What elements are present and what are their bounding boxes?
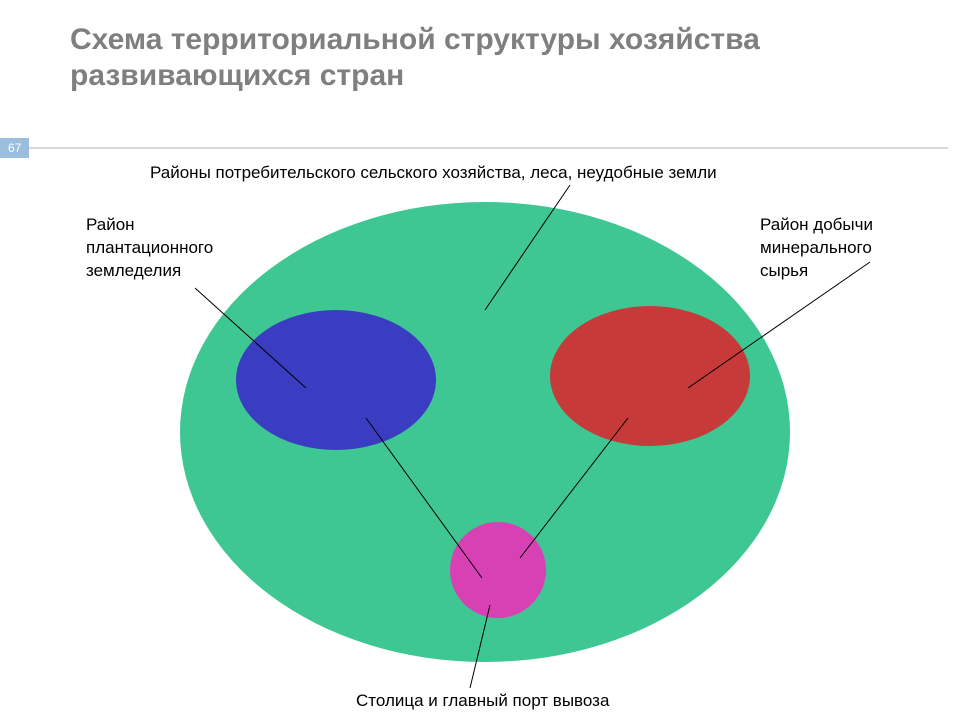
mining-region-ellipse (550, 306, 750, 446)
label-top: Районы потребительского сельского хозяйс… (150, 162, 870, 185)
capital-port-circle (450, 522, 546, 618)
label-left: Район плантационного земледелия (86, 214, 241, 283)
territorial-structure-diagram (0, 0, 960, 720)
label-bottom: Столица и главный порт вывоза (356, 690, 756, 713)
plantation-region-ellipse (236, 310, 436, 450)
label-right: Район добычи минерального сырья (760, 214, 920, 283)
